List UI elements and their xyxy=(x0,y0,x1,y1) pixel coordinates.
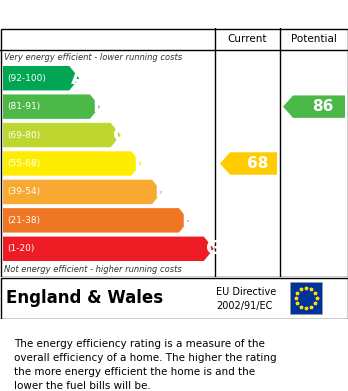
Polygon shape xyxy=(3,66,79,90)
Text: (39-54): (39-54) xyxy=(7,187,40,196)
Text: Energy Efficiency Rating: Energy Efficiency Rating xyxy=(10,5,239,23)
Text: Not energy efficient - higher running costs: Not energy efficient - higher running co… xyxy=(4,265,182,274)
Text: EU Directive: EU Directive xyxy=(216,287,276,297)
Polygon shape xyxy=(3,95,100,119)
Text: (55-68): (55-68) xyxy=(7,159,40,168)
Polygon shape xyxy=(3,151,141,176)
Polygon shape xyxy=(283,95,345,118)
Bar xyxy=(290,282,322,314)
Text: England & Wales: England & Wales xyxy=(6,289,163,307)
Text: (1-20): (1-20) xyxy=(7,244,34,253)
Text: A: A xyxy=(71,69,86,88)
Text: F: F xyxy=(181,211,194,230)
Text: Very energy efficient - lower running costs: Very energy efficient - lower running co… xyxy=(4,52,182,61)
Text: D: D xyxy=(133,154,149,173)
Polygon shape xyxy=(3,208,189,233)
Text: The energy efficiency rating is a measure of the
overall efficiency of a home. T: The energy efficiency rating is a measur… xyxy=(14,339,277,391)
Text: (81-91): (81-91) xyxy=(7,102,40,111)
Text: B: B xyxy=(92,97,107,116)
Polygon shape xyxy=(3,237,214,261)
Polygon shape xyxy=(220,152,277,175)
Text: (69-80): (69-80) xyxy=(7,131,40,140)
Text: 86: 86 xyxy=(312,99,334,114)
Text: Current: Current xyxy=(228,34,267,44)
Text: Potential: Potential xyxy=(291,34,337,44)
Polygon shape xyxy=(3,180,162,204)
Text: (21-38): (21-38) xyxy=(7,216,40,225)
Text: (92-100): (92-100) xyxy=(7,74,46,83)
Text: E: E xyxy=(154,183,167,201)
Text: 68: 68 xyxy=(247,156,268,171)
Polygon shape xyxy=(3,123,121,147)
Text: G: G xyxy=(206,239,222,258)
Text: 2002/91/EC: 2002/91/EC xyxy=(216,301,272,311)
Text: C: C xyxy=(113,126,127,145)
